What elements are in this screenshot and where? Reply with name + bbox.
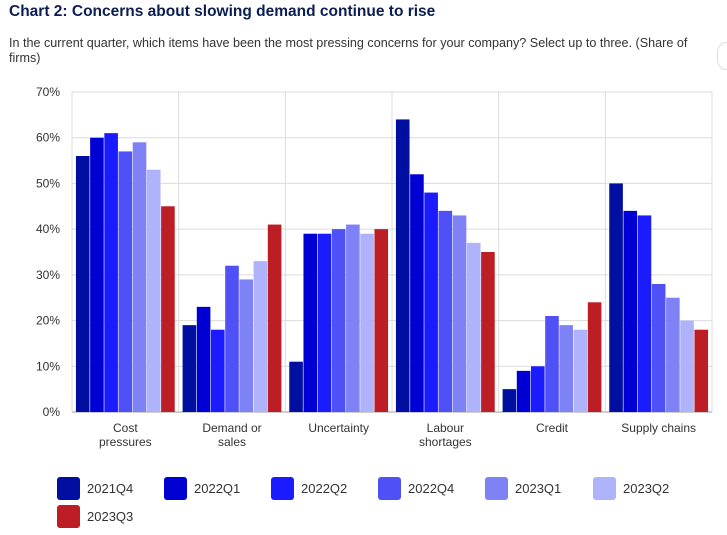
legend-swatch	[57, 505, 80, 528]
bar-2022Q2-2[interactable]	[317, 233, 332, 412]
bar-2023Q2-0[interactable]	[146, 169, 161, 412]
bar-2022Q1-3[interactable]	[410, 174, 424, 412]
legend-item-2022Q4[interactable]: 2022Q4	[378, 477, 454, 500]
legend-label: 2022Q4	[408, 481, 455, 496]
legend-label: 2022Q1	[194, 481, 241, 496]
bar-2021Q4-4[interactable]	[502, 389, 517, 412]
legend-swatch	[593, 477, 616, 500]
bar-2022Q2-4[interactable]	[531, 366, 545, 412]
bar-2022Q4-2[interactable]	[331, 229, 346, 412]
x-tick-label: Cost	[113, 421, 138, 435]
bar-2022Q4-0[interactable]	[118, 151, 133, 412]
bar-2023Q3-5[interactable]	[694, 329, 709, 412]
bar-2023Q1-0[interactable]	[132, 142, 147, 412]
bar-2021Q4-2[interactable]	[289, 361, 303, 412]
legend-item-2023Q1[interactable]: 2023Q1	[485, 477, 561, 500]
bar-2022Q1-0[interactable]	[90, 137, 104, 412]
bar-2022Q2-0[interactable]	[104, 133, 118, 412]
y-tick-label: 30%	[36, 268, 60, 282]
legend-swatch	[485, 477, 508, 500]
bar-2023Q1-5[interactable]	[666, 297, 680, 412]
bar-2023Q1-4[interactable]	[559, 325, 573, 412]
bar-2023Q3-0[interactable]	[161, 206, 175, 412]
bar-2022Q1-4[interactable]	[516, 370, 531, 412]
legend-item-2023Q2[interactable]: 2023Q2	[593, 477, 669, 500]
y-axis-ticks: 0% 10% 20% 30% 40% 50% 60% 70%	[36, 85, 60, 419]
bar-2021Q4-1[interactable]	[182, 325, 197, 412]
bar-2023Q3-1[interactable]	[267, 224, 282, 412]
bar-2021Q4-3[interactable]	[395, 119, 410, 412]
x-tick-label: Labour	[427, 421, 464, 435]
bar-2023Q2-5[interactable]	[680, 320, 694, 412]
bar-2023Q3-2[interactable]	[374, 229, 389, 412]
scroll-handle-icon[interactable]	[717, 42, 727, 70]
gridlines	[71, 91, 713, 413]
bar-2022Q4-3[interactable]	[438, 210, 453, 412]
bars	[75, 119, 709, 412]
bar-2023Q3-4[interactable]	[587, 302, 602, 412]
x-tick-label: Demand or	[202, 421, 261, 435]
bar-2022Q4-5[interactable]	[651, 284, 666, 412]
legend-swatch	[57, 477, 80, 500]
y-tick-label: 60%	[36, 131, 60, 145]
bar-2023Q1-2[interactable]	[346, 224, 360, 412]
bar-2022Q2-5[interactable]	[637, 215, 652, 412]
x-tick-label: sales	[218, 435, 246, 449]
legend-label: 2023Q1	[515, 481, 562, 496]
legend-swatch	[378, 477, 401, 500]
y-tick-label: 70%	[36, 85, 60, 99]
bar-2022Q1-2[interactable]	[303, 233, 318, 412]
bar-2023Q2-4[interactable]	[573, 329, 588, 412]
legend-item-2023Q3[interactable]: 2023Q3	[57, 505, 133, 528]
x-tick-label: Uncertainty	[308, 421, 369, 435]
x-tick-label: Credit	[536, 421, 569, 435]
y-tick-label: 50%	[36, 176, 60, 190]
bar-2022Q2-1[interactable]	[211, 329, 225, 412]
legend-swatch	[164, 477, 187, 500]
chart-subtitle: In the current quarter, which items have…	[9, 36, 688, 65]
bar-2023Q2-3[interactable]	[466, 242, 481, 412]
x-tick-label: shortages	[419, 435, 472, 449]
y-tick-label: 20%	[36, 314, 60, 328]
legend-label: 2023Q2	[623, 481, 670, 496]
legend-label: 2023Q3	[87, 509, 134, 524]
bar-2023Q2-1[interactable]	[253, 261, 268, 412]
bar-2021Q4-0[interactable]	[75, 156, 90, 412]
bar-2022Q1-1[interactable]	[196, 306, 211, 412]
x-tick-label: pressures	[99, 435, 152, 449]
legend-item-2021Q4[interactable]: 2021Q4	[57, 477, 133, 500]
legend-label: 2021Q4	[87, 481, 134, 496]
bar-2021Q4-5[interactable]	[609, 183, 623, 412]
bar-2023Q2-2[interactable]	[360, 233, 374, 412]
chart-title: Chart 2: Concerns about slowing demand c…	[9, 3, 436, 20]
bar-2023Q3-3[interactable]	[481, 252, 495, 412]
legend-swatch	[271, 477, 294, 500]
bar-2023Q1-3[interactable]	[452, 215, 467, 412]
bar-2022Q1-5[interactable]	[623, 210, 638, 412]
y-tick-label: 10%	[36, 359, 60, 373]
legend-label: 2022Q2	[301, 481, 348, 496]
legend-item-2022Q1[interactable]: 2022Q1	[164, 477, 240, 500]
x-tick-label: Supply chains	[621, 421, 696, 435]
y-tick-label: 40%	[36, 222, 60, 236]
legend-item-2022Q2[interactable]: 2022Q2	[271, 477, 347, 500]
bar-2022Q4-4[interactable]	[545, 316, 559, 412]
y-tick-label: 0%	[43, 405, 61, 419]
bar-2023Q1-1[interactable]	[239, 279, 253, 412]
bar-2022Q2-3[interactable]	[424, 192, 438, 412]
bar-2022Q4-1[interactable]	[225, 265, 239, 412]
